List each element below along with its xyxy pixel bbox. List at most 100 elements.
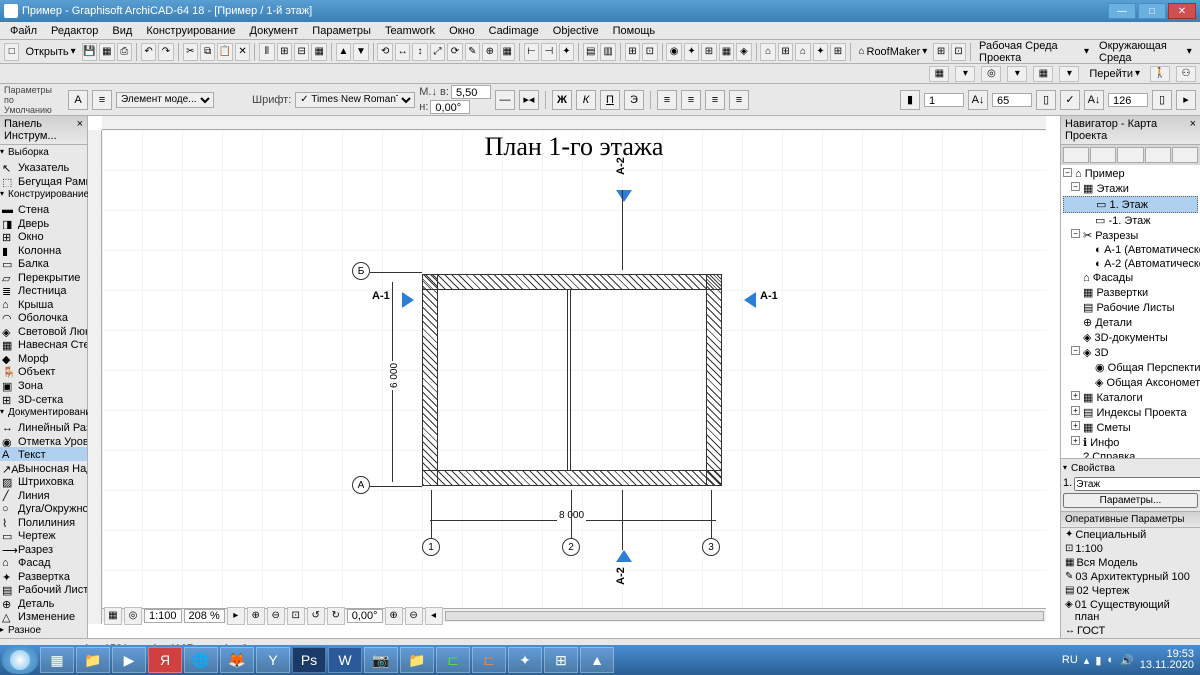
- roofmaker-dropdown[interactable]: ⌂ RoofMaker ▾: [854, 46, 931, 58]
- toolbar-btn[interactable]: ▤: [583, 43, 598, 61]
- save-icon[interactable]: 💾: [82, 43, 97, 61]
- size-field[interactable]: 5,50: [451, 85, 491, 99]
- field65[interactable]: 65: [992, 93, 1032, 107]
- tool-shell[interactable]: ◠Оболочка: [0, 310, 87, 324]
- nav-tab[interactable]: [1172, 147, 1198, 163]
- group-design[interactable]: Конструирование: [0, 187, 87, 202]
- align-justify-icon[interactable]: ≡: [729, 90, 749, 110]
- menu-cadimage[interactable]: Cadimage: [483, 24, 545, 38]
- toolbar-btn[interactable]: ✎: [465, 43, 480, 61]
- tree-perspective[interactable]: ◉ Общая Перспектива: [1063, 360, 1198, 375]
- close-panel-icon[interactable]: ×: [1190, 118, 1196, 142]
- task-icon[interactable]: 🌐: [184, 647, 218, 673]
- qo-row[interactable]: ✦ Специальный: [1061, 528, 1200, 542]
- toolbar-btn[interactable]: ▼: [353, 43, 368, 61]
- tool-label[interactable]: ↗AВыносная Надпись: [0, 461, 87, 475]
- zoom-btn[interactable]: ⊕: [247, 607, 265, 625]
- toolbar-btn[interactable]: ⊕: [482, 43, 497, 61]
- tray-icon[interactable]: ▴: [1084, 654, 1090, 667]
- zoom-btn[interactable]: ↺: [307, 607, 325, 625]
- task-icon[interactable]: ⊞: [544, 647, 578, 673]
- menu-view[interactable]: Вид: [106, 24, 138, 38]
- tree-axo[interactable]: ◈ Общая Аксонометрия: [1063, 375, 1198, 390]
- tree-section[interactable]: ◐ A-2 (Автоматическое обнов: [1063, 257, 1198, 271]
- tool-change[interactable]: △Изменение: [0, 609, 87, 623]
- info-btn[interactable]: —: [495, 90, 515, 110]
- task-icon[interactable]: ▶: [112, 647, 146, 673]
- copy-icon[interactable]: ⧉: [200, 43, 215, 61]
- info-btn[interactable]: ▮: [900, 90, 920, 110]
- scale-field[interactable]: 1:100: [144, 609, 182, 623]
- task-icon[interactable]: Y: [256, 647, 290, 673]
- close-button[interactable]: ✕: [1168, 3, 1196, 19]
- align-right-icon[interactable]: ≡: [705, 90, 725, 110]
- tree-storyneg1[interactable]: ▭ -1. Этаж: [1063, 213, 1198, 228]
- zoom-btn[interactable]: ▦: [104, 607, 122, 625]
- tool-beam[interactable]: ▭Балка: [0, 256, 87, 270]
- task-icon[interactable]: ⊏: [436, 647, 470, 673]
- task-icon[interactable]: 📁: [76, 647, 110, 673]
- menu-teamwork[interactable]: Teamwork: [379, 24, 441, 38]
- zoom-btn[interactable]: ▸: [227, 607, 245, 625]
- open-dropdown[interactable]: Открыть ▾: [21, 46, 79, 58]
- tool-skylight[interactable]: ◈Световой Люк: [0, 324, 87, 338]
- task-icon[interactable]: 📷: [364, 647, 398, 673]
- tree-sections[interactable]: −✂ Разрезы: [1063, 228, 1198, 243]
- cut-icon[interactable]: ✂: [183, 43, 198, 61]
- delete-icon[interactable]: ✕: [235, 43, 250, 61]
- tree-help[interactable]: ? Справка: [1063, 450, 1198, 458]
- menu-file[interactable]: Файл: [4, 24, 43, 38]
- tool-zone[interactable]: ▣Зона: [0, 378, 87, 392]
- toolbar-btn[interactable]: ✦: [813, 43, 828, 61]
- info-layer-icon[interactable]: ≡: [92, 90, 112, 110]
- qo-row[interactable]: ▤ 02 Чертеж: [1061, 584, 1200, 598]
- zoom-btn[interactable]: ⊕: [385, 607, 403, 625]
- plot-icon[interactable]: ▦: [99, 43, 114, 61]
- toolbar-btn[interactable]: ⊞: [277, 43, 292, 61]
- toolbar-btn[interactable]: ↔: [395, 43, 410, 61]
- tree-section[interactable]: ◐ A-1 (Автоматическое обнов: [1063, 243, 1198, 257]
- italic-button[interactable]: К: [576, 90, 596, 110]
- task-icon[interactable]: ✦: [508, 647, 542, 673]
- nav-btn[interactable]: ▦: [1033, 66, 1053, 82]
- minimize-button[interactable]: —: [1108, 3, 1136, 19]
- redo-icon[interactable]: ↷: [158, 43, 173, 61]
- zoom-field[interactable]: 208 %: [184, 609, 225, 623]
- tree-3ddocs[interactable]: ◈ 3D-документы: [1063, 330, 1198, 345]
- info-text-icon[interactable]: A: [68, 90, 88, 110]
- surround-env-dropdown[interactable]: Окружающая Среда ▾: [1095, 40, 1196, 64]
- menu-objective[interactable]: Objective: [547, 24, 605, 38]
- tool-line[interactable]: ╱Линия: [0, 488, 87, 502]
- field1[interactable]: 1: [924, 93, 964, 107]
- tree-estimates[interactable]: +▦ Сметы: [1063, 420, 1198, 435]
- tool-object[interactable]: 🪑Объект: [0, 364, 87, 378]
- parameters-button[interactable]: Параметры...: [1063, 493, 1198, 508]
- toolbar-btn[interactable]: ▦: [500, 43, 515, 61]
- task-icon[interactable]: 📁: [400, 647, 434, 673]
- nav-btn[interactable]: ▾: [955, 66, 975, 82]
- info-btn[interactable]: ▸: [1176, 90, 1196, 110]
- tree-story1[interactable]: ▭ 1. Этаж: [1063, 196, 1198, 213]
- height-field[interactable]: 0,00°: [430, 100, 470, 114]
- tool-pointer[interactable]: ↖Указатель: [0, 160, 87, 174]
- task-icon[interactable]: ▦: [40, 647, 74, 673]
- qo-row[interactable]: ⊡ 1:100: [1061, 542, 1200, 556]
- project-env-dropdown[interactable]: Рабочая Среда Проекта ▾: [975, 40, 1093, 64]
- tray-icon[interactable]: ▮: [1095, 654, 1101, 667]
- tool-door[interactable]: ◨Дверь: [0, 216, 87, 230]
- underline-button[interactable]: П: [600, 90, 620, 110]
- task-icon[interactable]: Ps: [292, 647, 326, 673]
- tool-drawing[interactable]: ▭Чертеж: [0, 528, 87, 542]
- menu-window[interactable]: Окно: [443, 24, 481, 38]
- tool-roof[interactable]: ⌂Крыша: [0, 297, 87, 311]
- task-icon[interactable]: 🦊: [220, 647, 254, 673]
- properties-header[interactable]: Свойства: [1063, 461, 1198, 476]
- info-btn[interactable]: A↓: [968, 90, 988, 110]
- align-center-icon[interactable]: ≡: [681, 90, 701, 110]
- tool-window[interactable]: ⊞Окно: [0, 229, 87, 243]
- group-more[interactable]: Разное: [0, 623, 87, 638]
- tool-section[interactable]: ⟶Разрез: [0, 542, 87, 556]
- tree-interior[interactable]: ▦ Развертки: [1063, 285, 1198, 300]
- info-btn[interactable]: ▯: [1036, 90, 1056, 110]
- field126[interactable]: 126: [1108, 93, 1148, 107]
